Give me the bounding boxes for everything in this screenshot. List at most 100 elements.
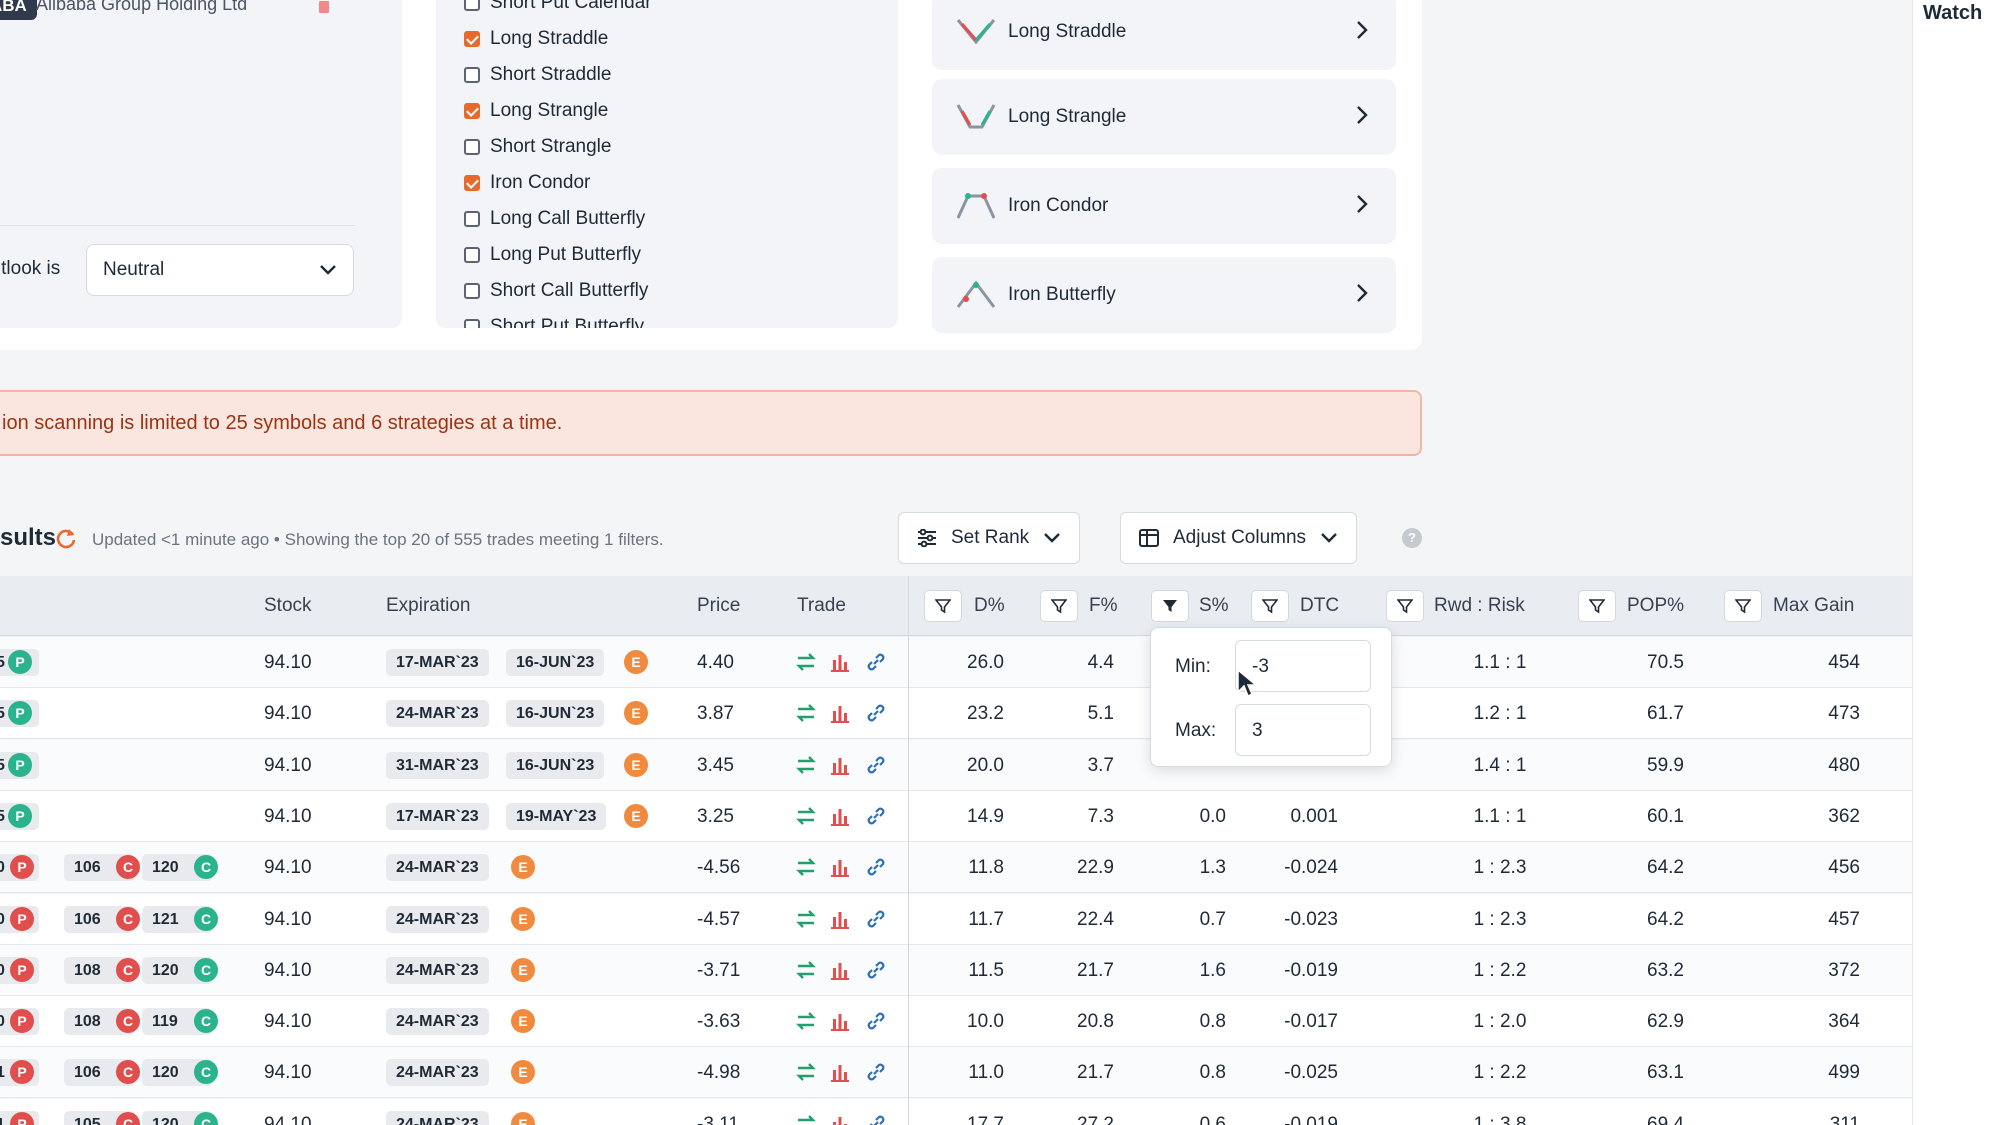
link-icon[interactable] [865, 1061, 887, 1083]
table-row[interactable]: 1 P 105 C 120 C 94.10 24-MAR`23 E -3.11 17.7 27.2 0.… [0, 1098, 1912, 1125]
col-f-pct[interactable]: F% [1089, 595, 1118, 616]
table-row[interactable]: 5 P 94.10 17-MAR`23 19-MAY`23 E 3.25 14.9 7.3 0.0… [0, 790, 1912, 842]
pop-pct-cell: 61.7 [1647, 703, 1684, 725]
strategy-checkbox-row[interactable]: Short Call Butterfly [464, 280, 648, 302]
col-price[interactable]: Price [697, 595, 741, 616]
strategy-checkbox-row[interactable]: Long Strangle [464, 100, 608, 122]
sliders-icon [918, 529, 936, 547]
outlook-select[interactable]: Neutral [86, 244, 354, 296]
checkbox-unchecked[interactable] [464, 211, 480, 227]
trade-swap-icon[interactable] [795, 805, 817, 827]
min-input[interactable]: -3 [1235, 640, 1371, 692]
col-s-pct[interactable]: S% [1199, 595, 1229, 616]
trade-swap-icon[interactable] [795, 959, 817, 981]
trade-swap-icon[interactable] [795, 908, 817, 930]
chart-icon[interactable] [829, 1061, 851, 1083]
checkbox-checked[interactable] [464, 103, 480, 119]
chart-icon[interactable] [829, 1010, 851, 1032]
watch-label[interactable]: Watch [1923, 2, 1983, 24]
strategy-checkbox-row[interactable]: Long Straddle [464, 28, 608, 50]
filter-max-gain-button[interactable] [1724, 590, 1762, 622]
trade-swap-icon[interactable] [795, 651, 817, 673]
link-icon[interactable] [865, 805, 887, 827]
adjust-columns-button[interactable]: Adjust Columns [1120, 512, 1358, 564]
table-row[interactable]: 1 P 106 C 120 C 94.10 24-MAR`23 E -4.98 11.0 21.7 0.… [0, 1047, 1912, 1099]
help-icon[interactable]: ? [1402, 528, 1422, 548]
link-icon[interactable] [865, 856, 887, 878]
refresh-icon[interactable] [55, 527, 77, 549]
checkbox-unchecked[interactable] [464, 139, 480, 155]
col-stock[interactable]: Stock [264, 595, 312, 616]
table-row[interactable]: 0 P 108 C 120 C 94.10 24-MAR`23 E -3.71 11.5 21.7 1.… [0, 944, 1912, 996]
link-icon[interactable] [865, 908, 887, 930]
table-row[interactable]: 5 P 94.10 31-MAR`23 16-JUN`23 E 3.45 20.0 3.7 1.4… [0, 739, 1912, 791]
strategy-checkbox-row[interactable]: Long Put Butterfly [464, 244, 641, 266]
link-icon[interactable] [865, 651, 887, 673]
strategy-checkbox-row[interactable]: Short Strangle [464, 136, 611, 158]
trade-swap-icon[interactable] [795, 1010, 817, 1032]
d-pct-cell: 10.0 [967, 1011, 1004, 1033]
expiration-chip: 16-JUN`23 [506, 700, 605, 728]
chart-icon[interactable] [829, 754, 851, 776]
col-pop-pct[interactable]: POP% [1627, 595, 1685, 616]
chart-icon[interactable] [829, 1113, 851, 1125]
strategy-card-iron-condor[interactable]: Iron Condor [932, 168, 1396, 244]
link-icon[interactable] [865, 1113, 887, 1125]
strategy-card-long-straddle[interactable]: Long Straddle [932, 0, 1396, 70]
chart-icon[interactable] [829, 908, 851, 930]
trade-swap-icon[interactable] [795, 1113, 817, 1125]
table-row[interactable]: 0 P 106 C 120 C 94.10 24-MAR`23 E -4.56 11.8 22.9 1.… [0, 842, 1912, 894]
col-max-gain[interactable]: Max Gain [1773, 595, 1855, 616]
col-d-pct[interactable]: D% [974, 595, 1005, 616]
chart-icon[interactable] [829, 856, 851, 878]
trade-swap-icon[interactable] [795, 1061, 817, 1083]
trash-icon[interactable] [316, 0, 332, 14]
col-expiration[interactable]: Expiration [386, 595, 471, 616]
col-dtc[interactable]: DTC [1300, 595, 1340, 616]
strategy-checkbox-label: Iron Condor [490, 172, 591, 193]
set-rank-button[interactable]: Set Rank [898, 512, 1081, 564]
strategy-checkbox-row[interactable]: Long Call Butterfly [464, 208, 645, 230]
filter-f-button[interactable] [1040, 590, 1078, 622]
strategy-card-long-strangle[interactable]: Long Strangle [932, 79, 1396, 155]
filter-d-button[interactable] [924, 590, 962, 622]
iron-condor-payoff-icon [956, 193, 996, 219]
strategy-checkbox-row[interactable]: Short Straddle [464, 64, 611, 86]
checkbox-unchecked[interactable] [464, 247, 480, 263]
checkbox-unchecked[interactable] [464, 67, 480, 83]
table-row[interactable]: 5 P 94.10 17-MAR`23 16-JUN`23 E 4.40 26.0 4.4 1.1… [0, 637, 1912, 688]
checkbox-unchecked[interactable] [464, 0, 480, 11]
chart-icon[interactable] [829, 805, 851, 827]
link-icon[interactable] [865, 959, 887, 981]
chart-icon[interactable] [829, 702, 851, 724]
filter-dtc-button[interactable] [1251, 590, 1289, 622]
link-icon[interactable] [865, 702, 887, 724]
table-row[interactable]: 5 P 94.10 24-MAR`23 16-JUN`23 E 3.87 23.2 5.1 1.2… [0, 688, 1912, 740]
trade-swap-icon[interactable] [795, 856, 817, 878]
strategy-checkbox-row[interactable]: Iron Condor [464, 172, 590, 194]
checkbox-unchecked[interactable] [464, 283, 480, 299]
table-row[interactable]: 0 P 108 C 119 C 94.10 24-MAR`23 E -3.63 10.0 20.8 0.… [0, 996, 1912, 1048]
max-label: Max: [1175, 720, 1217, 741]
checkbox-unchecked[interactable] [464, 319, 480, 328]
strategy-card-iron-butterfly[interactable]: Iron Butterfly [932, 257, 1396, 333]
symbol-chip[interactable]: ABA [0, 0, 37, 20]
checkbox-checked[interactable] [464, 175, 480, 191]
filter-rwd-button[interactable] [1386, 590, 1424, 622]
col-rwd-risk[interactable]: Rwd : Risk [1434, 595, 1525, 616]
outlook-value: Neutral [103, 259, 165, 280]
leg-strike: 108 [74, 961, 101, 979]
filter-s-button[interactable] [1151, 590, 1189, 622]
strategy-checkbox-row[interactable]: Short Put Calendar [464, 0, 652, 14]
chart-icon[interactable] [829, 651, 851, 673]
link-icon[interactable] [865, 754, 887, 776]
checkbox-checked[interactable] [464, 31, 480, 47]
table-row[interactable]: 0 P 106 C 121 C 94.10 24-MAR`23 E -4.57 11.7 22.4 0.… [0, 893, 1912, 945]
filter-pop-button[interactable] [1578, 590, 1616, 622]
max-input[interactable]: 3 [1235, 704, 1371, 756]
strategy-checkbox-row[interactable]: Short Put Butterfly [464, 316, 644, 328]
chart-icon[interactable] [829, 959, 851, 981]
link-icon[interactable] [865, 1010, 887, 1032]
trade-swap-icon[interactable] [795, 754, 817, 776]
trade-swap-icon[interactable] [795, 702, 817, 724]
